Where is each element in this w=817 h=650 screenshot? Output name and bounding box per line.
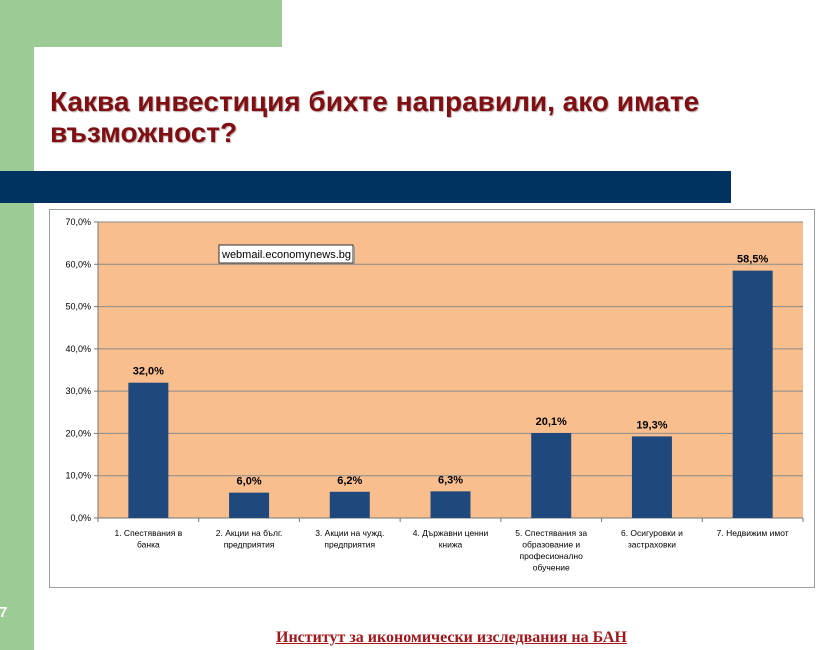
data-label: 6,0% — [237, 476, 262, 488]
bar — [631, 436, 672, 518]
x-category-label: 7. Недвижим имот — [717, 528, 789, 538]
data-label: 6,2% — [337, 475, 362, 487]
slide-number: 7 — [0, 604, 8, 621]
tooltip-shadow — [353, 247, 355, 265]
y-tick-label: 60,0% — [65, 259, 91, 269]
bar — [329, 491, 370, 518]
y-tick-label: 10,0% — [65, 471, 91, 481]
x-category-label: 2. Акции на бълг. предприятия — [216, 528, 283, 550]
x-category-label: 1. Спестявания в банка — [114, 528, 182, 550]
y-tick-label: 30,0% — [65, 386, 91, 396]
y-tick-label: 50,0% — [65, 302, 91, 312]
green-frame-left — [0, 0, 34, 650]
data-label: 58,5% — [737, 254, 768, 266]
footer-institution: Институт за икономически изследвания на … — [276, 629, 627, 646]
data-label: 20,1% — [536, 416, 567, 428]
y-tick-label: 20,0% — [65, 428, 91, 438]
slide-title: Каква инвестиция бихте направили, ако им… — [50, 86, 700, 148]
green-frame-top — [0, 0, 282, 47]
bar — [128, 382, 169, 518]
bar — [430, 491, 471, 518]
data-label: 19,3% — [636, 419, 667, 431]
plot-area — [98, 222, 803, 518]
x-category-label: 5. Спестявания за образование и професиона… — [515, 528, 587, 573]
title-underline-band — [0, 171, 731, 203]
x-category-label: 4. Държавни ценни книжа — [413, 528, 489, 550]
y-tick-label: 70,0% — [65, 217, 91, 227]
x-category-label: 6. Осигуровки и застраховки — [621, 528, 683, 550]
y-tick-label: 0,0% — [70, 513, 91, 523]
data-label: 6,3% — [438, 474, 463, 486]
bar — [531, 433, 572, 518]
y-tick-label: 40,0% — [65, 344, 91, 354]
bar — [732, 270, 773, 518]
x-category-label: 3. Акции на чужд. предприятия — [315, 528, 384, 550]
bar — [229, 492, 270, 518]
tooltip-text: webmail.economynews.bg — [221, 249, 351, 261]
data-label: 32,0% — [133, 366, 164, 378]
